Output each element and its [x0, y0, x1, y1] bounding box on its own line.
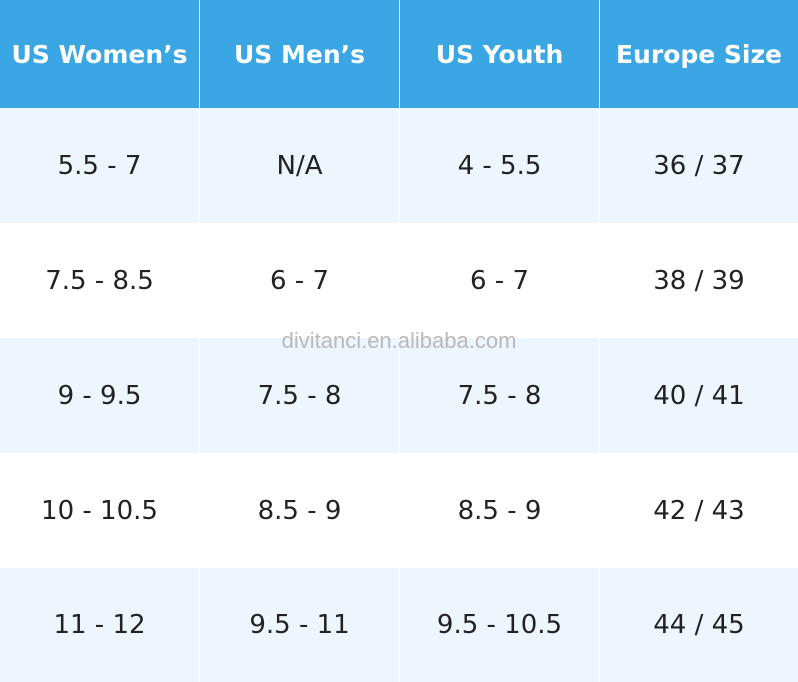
table-cell: 7.5 - 8	[200, 338, 400, 453]
table-cell: 40 / 41	[600, 338, 798, 453]
table-cell: 5.5 - 7	[0, 108, 200, 223]
table-cell: 36 / 37	[600, 108, 798, 223]
table-cell: 9 - 9.5	[0, 338, 200, 453]
header-us-mens: US Men’s	[200, 0, 400, 108]
header-europe-size: Europe Size	[600, 0, 798, 108]
table-cell: 42 / 43	[600, 453, 798, 568]
table-cell: 9.5 - 10.5	[400, 568, 600, 682]
table-cell: 10 - 10.5	[0, 453, 200, 568]
table-cell: 6 - 7	[200, 223, 400, 338]
table-cell: 11 - 12	[0, 568, 200, 682]
table-cell: 4 - 5.5	[400, 108, 600, 223]
table-cell: N/A	[200, 108, 400, 223]
table-cell: 38 / 39	[600, 223, 798, 338]
table-cell: 7.5 - 8.5	[0, 223, 200, 338]
header-us-youth: US Youth	[400, 0, 600, 108]
table-cell: 6 - 7	[400, 223, 600, 338]
table-cell: 8.5 - 9	[400, 453, 600, 568]
table-cell: 7.5 - 8	[400, 338, 600, 453]
table-cell: 44 / 45	[600, 568, 798, 682]
table-cell: 9.5 - 11	[200, 568, 400, 682]
header-us-womens: US Women’s	[0, 0, 200, 108]
table-cell: 8.5 - 9	[200, 453, 400, 568]
